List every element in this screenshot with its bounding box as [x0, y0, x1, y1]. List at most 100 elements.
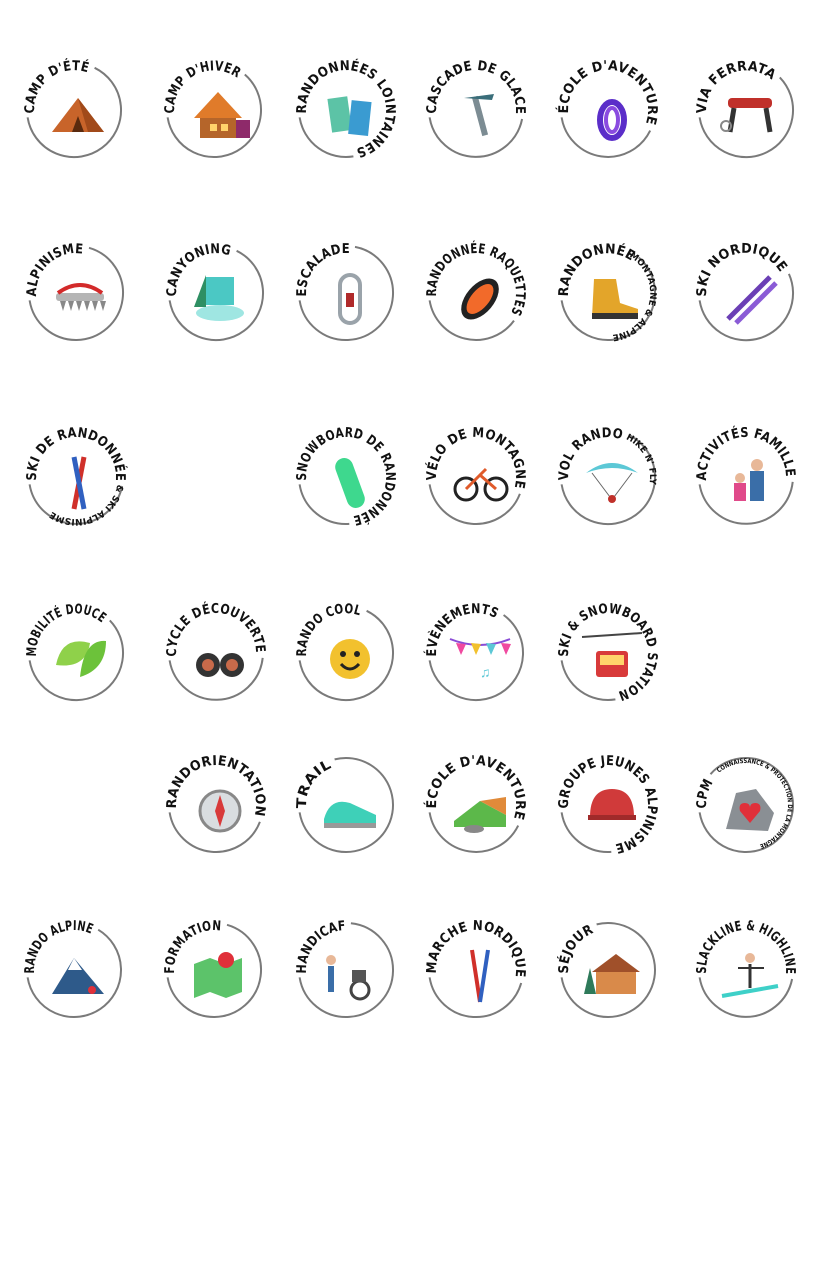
activity-badge[interactable]: SKI & SNOWBOARD STATION: [548, 593, 668, 713]
leaf-icon: [56, 640, 106, 677]
activity-badge[interactable]: VIA FERRATA: [686, 50, 806, 170]
activity-badge[interactable]: RANDORIENTATION: [156, 745, 276, 865]
badge-graphic: CASCADE DE GLACE: [424, 58, 528, 158]
badge-graphic: CANYONING: [164, 241, 264, 342]
badge-label-text: ACTIVITÉS FAMILLE: [694, 424, 798, 480]
badge-label: CAMP D'HIVER: [162, 58, 244, 113]
bunting-icon: ♫: [449, 638, 511, 680]
badge-label-text: VOL RANDO: [556, 425, 624, 481]
badge-ring: [560, 921, 657, 1018]
activity-badge[interactable]: VÉLO DE MONTAGNE: [416, 417, 536, 537]
badge-label-text: SLACKLINE & HIGHLINE: [694, 918, 798, 975]
nordic-ski-icon: [726, 275, 778, 325]
activity-badge[interactable]: ALPINISME: [16, 233, 136, 353]
activity-badge[interactable]: CPM CONNAISSANCE & PROTECTION DE LA MONTA…: [686, 745, 806, 865]
activity-badge[interactable]: MARCHE NORDIQUE: [416, 910, 536, 1030]
badge-sublabel: & SKI ALPINISME: [48, 483, 124, 526]
badge-label: SLACKLINE & HIGHLINE: [694, 918, 798, 975]
badge-graphic: ALPINISME: [24, 241, 125, 341]
badge-graphic: FORMATION: [162, 918, 263, 1018]
badge-graphic: VÉLO DE MONTAGNE: [424, 425, 528, 525]
badge-label: TRAIL: [294, 757, 334, 809]
ice-axe-icon: [464, 94, 494, 137]
badge-graphic: CAMP D'HIVER: [162, 58, 263, 158]
activity-badge[interactable]: RANDONNÉE MONTAGNE & ALPINE: [548, 233, 668, 353]
activity-badge[interactable]: SÉJOUR: [548, 910, 668, 1030]
activity-badge[interactable]: SNOWBOARD DE RANDONNÉE: [286, 417, 406, 537]
badge-ring: [698, 273, 794, 342]
svg-text:♫: ♫: [480, 664, 491, 680]
poles-icon: [470, 949, 490, 1003]
activity-badge[interactable]: RANDONNÉE RAQUETTES: [416, 233, 536, 353]
badge-graphic: MOBILITÉ DOUCE: [24, 601, 124, 702]
activity-badge[interactable]: ÉCOLE D'AVENTURE: [548, 50, 668, 170]
paraglider-icon: [586, 463, 638, 503]
activity-badge[interactable]: TRAIL: [286, 745, 406, 865]
activity-badge[interactable]: ESCALADE: [286, 233, 406, 353]
activity-badge[interactable]: CANYONING: [156, 233, 276, 353]
badge-graphic: ESCALADE: [294, 241, 394, 341]
badge-ring: [298, 756, 395, 853]
badge-graphic: ACTIVITÉS FAMILLE: [694, 424, 798, 525]
activity-badge[interactable]: RANDO COOL: [286, 593, 406, 713]
activity-badge[interactable]: CAMP D'HIVER: [154, 50, 274, 170]
activity-badge[interactable]: ACTIVITÉS FAMILLE: [686, 417, 806, 537]
badge-ring: [298, 117, 354, 158]
activity-badge[interactable]: HANDICAF: [286, 910, 406, 1030]
badge-ring: [298, 922, 395, 1019]
snowshoe-icon: [461, 278, 499, 320]
activity-badge[interactable]: SKI NORDIQUE: [686, 233, 806, 353]
badge-label: RANDO ALPINE: [22, 918, 95, 974]
badge-ring: [298, 245, 394, 341]
badge-ring: [428, 117, 524, 158]
badge-ring: [298, 484, 350, 525]
terrain-map-icon: [454, 797, 506, 833]
badge-ring: [26, 66, 122, 159]
badge-label-text: CPM: [694, 776, 716, 808]
badge-graphic: RANDO COOL: [294, 601, 394, 702]
badge-ring: [698, 977, 794, 1018]
activity-badge[interactable]: CAMP D'ÉTÉ: [14, 50, 134, 170]
activity-badge[interactable]: CYCLE DÉCOUVERTE: [156, 593, 276, 713]
tent-icon: [52, 98, 104, 132]
mountain-bike-icon: [453, 467, 509, 502]
badge-ring: [560, 433, 656, 526]
badge-ring: [560, 117, 652, 158]
activity-badge[interactable]: SLACKLINE & HIGHLINE: [686, 910, 806, 1030]
badge-label: SKI NORDIQUE: [694, 241, 790, 297]
badge-graphic: HANDICAF: [294, 918, 395, 1019]
activity-badge[interactable]: ÉVÈNEMENTS ♫: [416, 593, 536, 713]
badge-ring: [428, 300, 515, 341]
activity-badge[interactable]: MOBILITÉ DOUCE: [16, 593, 136, 713]
cable-car-icon: [581, 632, 643, 677]
badge-label-text: SKI NORDIQUE: [694, 241, 790, 297]
badge-graphic: SNOWBOARD DE RANDONNÉE: [294, 425, 398, 528]
badge-ring: [166, 73, 263, 158]
running-shoe-icon: [324, 801, 376, 828]
activity-badge[interactable]: VOL RANDO HIKE N' FLY: [548, 417, 668, 537]
badge-label-text: CAMP D'HIVER: [162, 58, 244, 113]
activity-badge[interactable]: FORMATION: [154, 910, 274, 1030]
badge-graphic: CYCLE DÉCOUVERTE: [164, 600, 268, 701]
activity-badge[interactable]: RANDONNÉES LOINTAINES: [286, 50, 406, 170]
activity-badge[interactable]: SKI DE RANDONNÉE & SKI ALPINISME: [16, 417, 136, 537]
badge-ring: [428, 614, 525, 702]
badge-graphic: SKI DE RANDONNÉE& SKI ALPINISME: [24, 425, 129, 526]
activity-badge[interactable]: GROUPE JEUNES ALPINISME: [548, 745, 668, 865]
badge-sublabel-text: & SKI ALPINISME: [48, 483, 124, 526]
badge-ring: [166, 923, 263, 1018]
badge-graphic: SKI NORDIQUE: [694, 241, 794, 342]
badge-graphic: SKI & SNOWBOARD STATION: [556, 601, 660, 704]
activity-badge[interactable]: CASCADE DE GLACE: [416, 50, 536, 170]
badge-label: CYCLE DÉCOUVERTE: [164, 600, 268, 656]
activity-badge[interactable]: RANDO ALPINE: [14, 910, 134, 1030]
badge-ring: [298, 609, 394, 702]
badge-ring: [428, 812, 520, 853]
chalet-icon: [194, 92, 250, 138]
activity-badge[interactable]: ÉCOLE D'AVENTURE: [416, 745, 536, 865]
badge-label: VOL RANDO: [556, 425, 625, 481]
slackline-icon: [721, 953, 779, 998]
hiking-boot-icon: [592, 279, 638, 319]
badge-graphic: ÉCOLE D'AVENTURE: [423, 753, 528, 853]
